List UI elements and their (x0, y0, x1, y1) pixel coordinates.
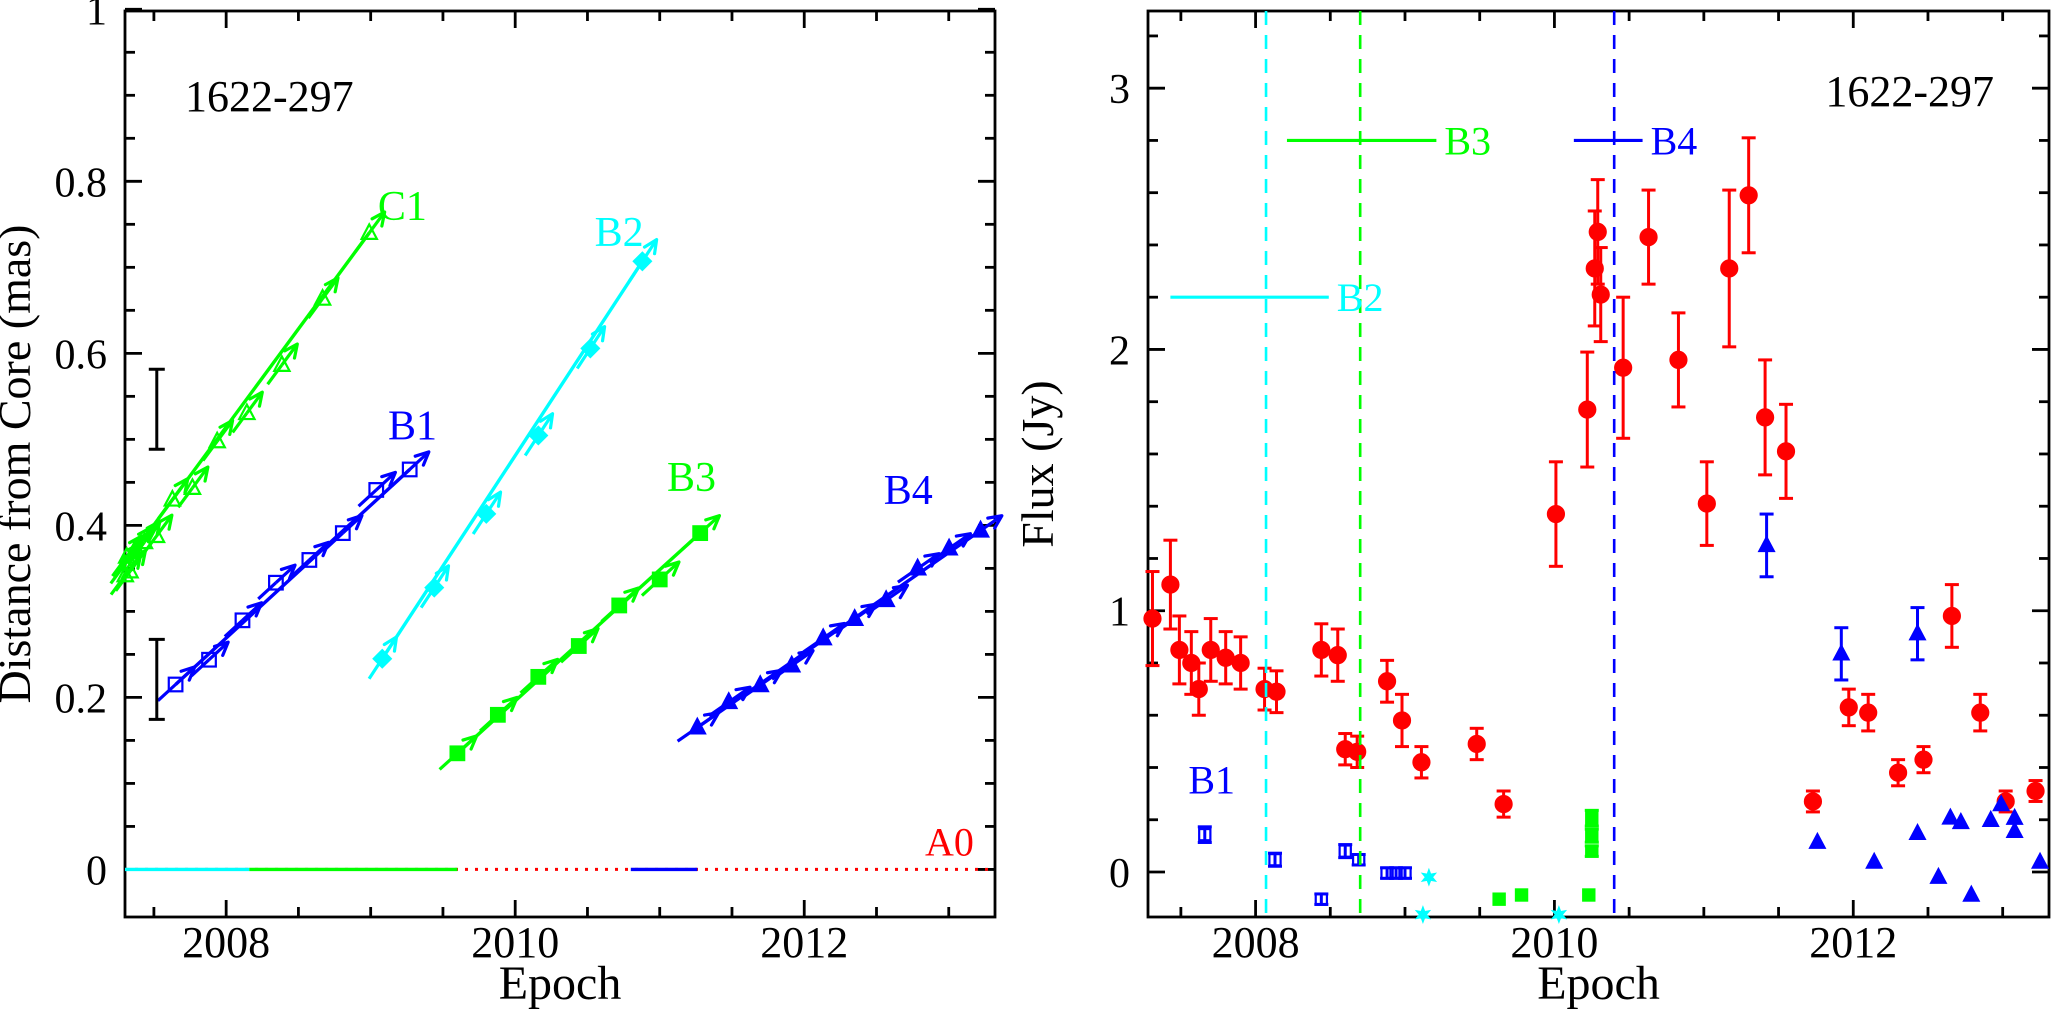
svg-text:Epoch: Epoch (1537, 957, 1660, 1010)
svg-text:1622-297: 1622-297 (185, 72, 354, 121)
svg-text:2008: 2008 (182, 918, 270, 967)
svg-text:2012: 2012 (1809, 918, 1897, 967)
svg-text:3: 3 (1109, 67, 1130, 113)
svg-text:0.4: 0.4 (55, 504, 108, 550)
svg-text:B3: B3 (667, 455, 716, 501)
svg-text:Distance from Core (mas): Distance from Core (mas) (0, 224, 40, 703)
svg-text:1: 1 (1109, 590, 1130, 636)
svg-text:1622-297: 1622-297 (1825, 67, 1994, 116)
svg-text:A0: A0 (925, 819, 974, 864)
svg-text:B2: B2 (595, 210, 644, 256)
svg-text:B4: B4 (884, 468, 933, 514)
svg-text:B1: B1 (388, 403, 437, 449)
svg-text:B3: B3 (1444, 118, 1491, 163)
svg-text:0: 0 (86, 848, 107, 894)
svg-text:2008: 2008 (1212, 918, 1300, 967)
svg-text:B4: B4 (1651, 118, 1698, 163)
svg-text:2012: 2012 (760, 918, 848, 967)
svg-text:0: 0 (1109, 851, 1130, 897)
svg-text:Flux (Jy): Flux (Jy) (1012, 380, 1063, 547)
svg-text:0.6: 0.6 (55, 332, 108, 378)
svg-text:C1: C1 (378, 184, 427, 230)
svg-text:0.2: 0.2 (55, 676, 108, 722)
svg-text:B2: B2 (1337, 275, 1384, 320)
svg-text:0.8: 0.8 (55, 160, 108, 206)
svg-text:2: 2 (1109, 328, 1130, 374)
svg-text:1: 1 (86, 0, 107, 34)
svg-text:B1: B1 (1188, 758, 1235, 803)
svg-text:Epoch: Epoch (499, 957, 622, 1010)
